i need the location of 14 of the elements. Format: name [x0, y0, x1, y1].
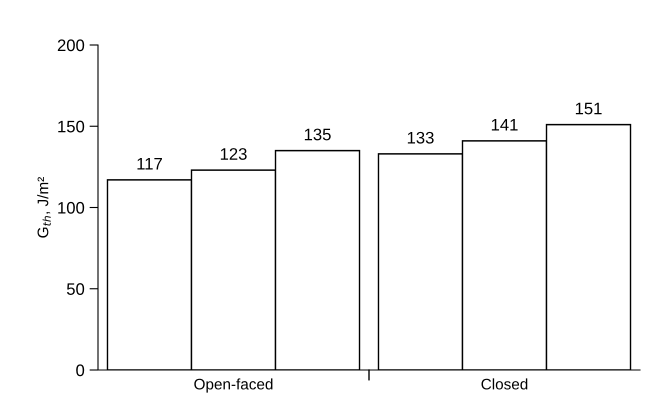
data-label: 141 [492, 119, 518, 130]
y-tick-label: 100 [58, 202, 84, 214]
data-label: 151 [576, 102, 602, 114]
y-tick-label: 150 [58, 120, 84, 132]
y-tick-label: 0 [76, 364, 84, 376]
data-label: 117 [137, 158, 162, 170]
x-tick-label: Open-faced [194, 378, 272, 393]
data-label: 135 [304, 128, 331, 140]
y-tick-label: 200 [58, 39, 84, 52]
y-tick-label: 50 [66, 283, 84, 295]
x-tick-label: Closed [482, 378, 528, 390]
data-label: 123 [220, 148, 247, 160]
y-axis-title: G$_{th}$, J/m² [37, 177, 51, 238]
data-label: 133 [408, 132, 434, 144]
